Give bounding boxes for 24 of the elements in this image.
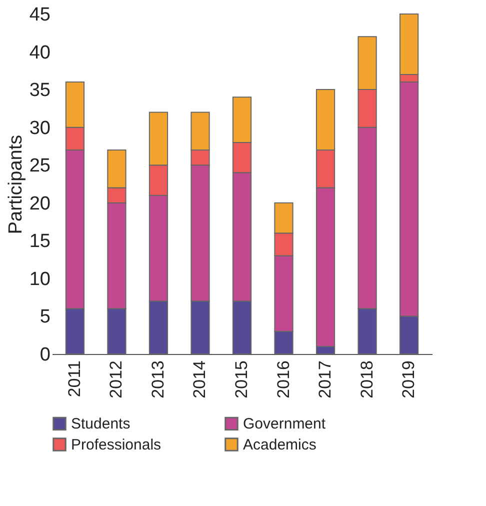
legend-label: Government [243, 416, 326, 433]
x-tick-label: 2014 [190, 360, 210, 398]
x-tick-label: 2013 [148, 360, 168, 398]
y-tick-label: 25 [29, 156, 50, 177]
legend-label: Students [71, 416, 130, 433]
y-tick-label: 45 [29, 4, 50, 26]
x-tick-label: 2017 [316, 360, 335, 398]
legend-label: Professionals [71, 436, 162, 454]
legend-label: Academics [243, 436, 316, 454]
x-tick-label: 2011 [64, 360, 84, 398]
x-tick-label: 2012 [106, 360, 126, 398]
y-tick-label: 35 [29, 80, 50, 102]
x-tick-label: 2019 [399, 360, 418, 398]
y-tick-label: 0 [40, 344, 50, 366]
y-axis-title: Participants [5, 134, 26, 234]
y-tick-label: 5 [40, 306, 50, 328]
y-tick-label: 15 [29, 231, 50, 252]
x-tick-label: 2015 [232, 360, 251, 398]
x-tick-label: 2018 [357, 360, 376, 398]
y-tick-label: 40 [29, 42, 50, 64]
x-tick-label: 2016 [274, 360, 293, 398]
y-tick-label: 20 [29, 193, 50, 214]
y-tick-label: 30 [29, 118, 50, 139]
y-tick-label: 10 [29, 268, 50, 290]
